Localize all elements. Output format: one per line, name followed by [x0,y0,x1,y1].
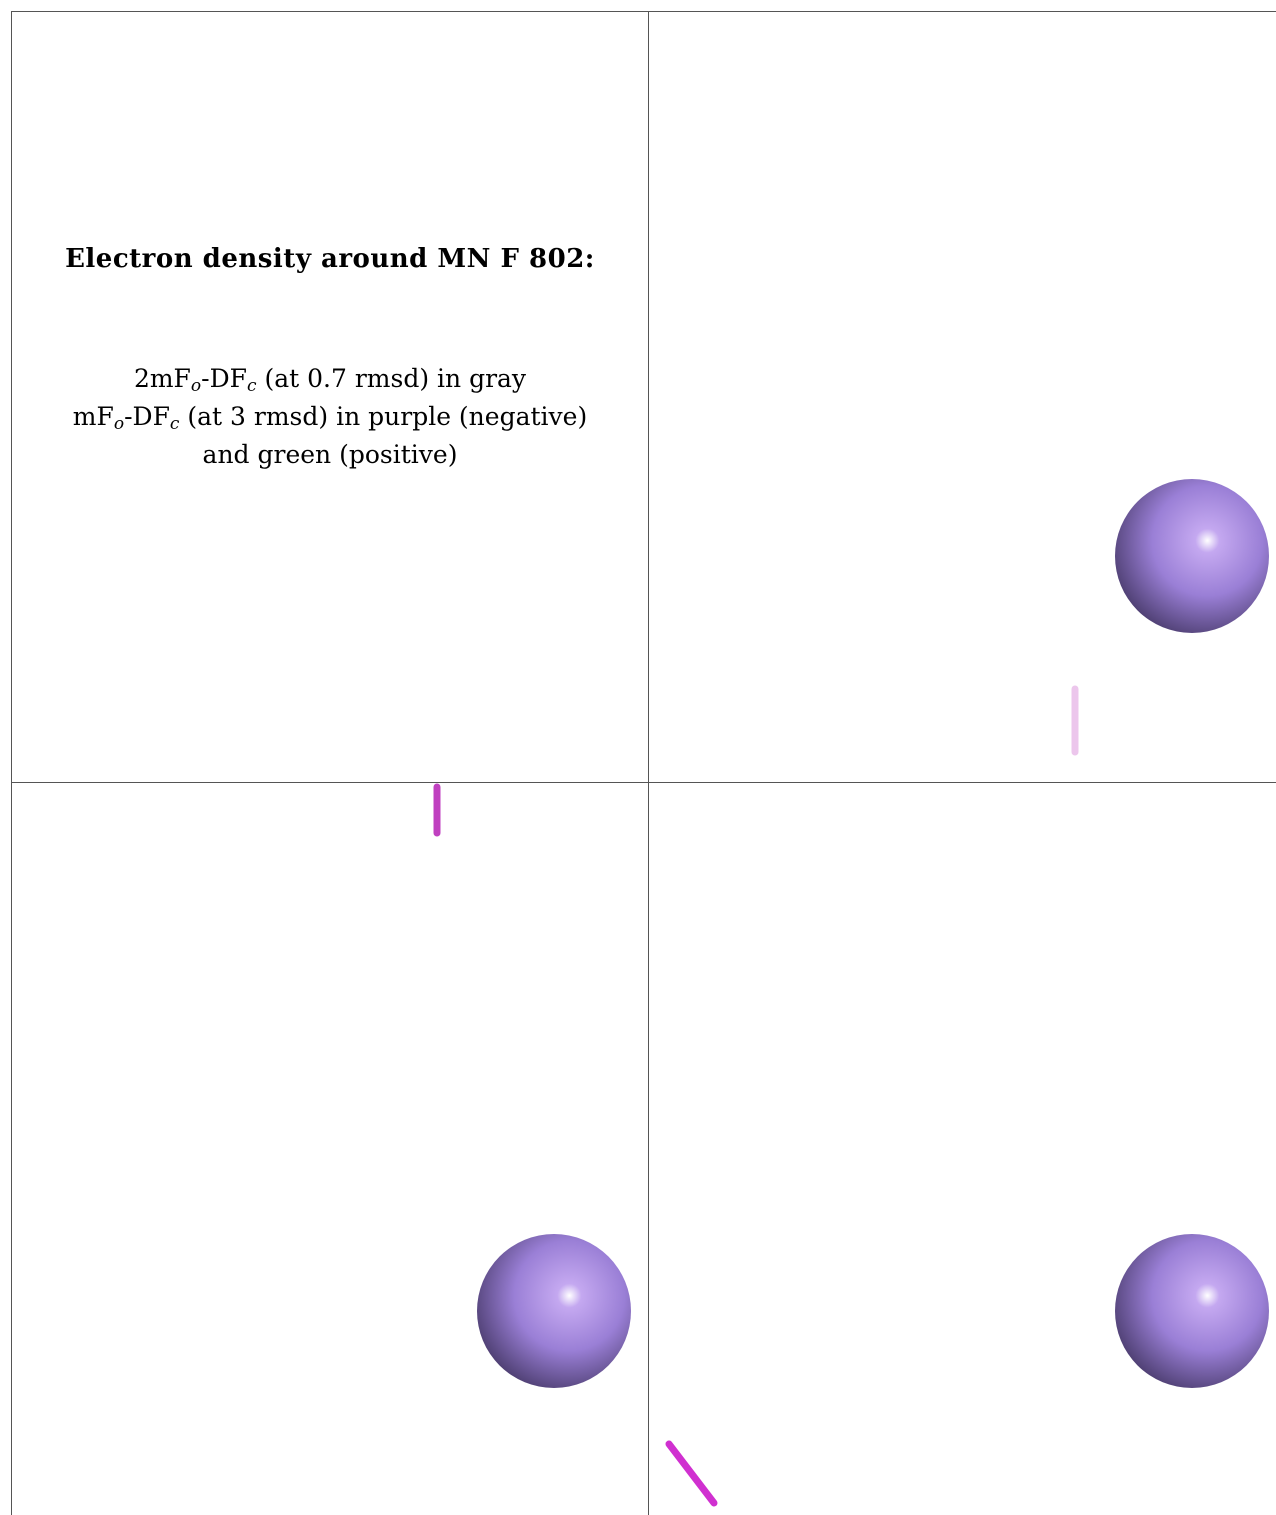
caption-line-1-subscript-c: c [247,376,257,396]
mn-atom-sphere [1115,1234,1269,1388]
caption-line-1-part-c: (at 0.7 rmsd) in gray [256,364,527,393]
view-panel-1 [650,12,1276,782]
caption-line-3: and green (positive) [202,440,458,469]
mn-atom-sphere [1115,479,1269,633]
view-panel-1-render [1071,479,1269,756]
view-panel-2-render [433,783,631,1388]
caption-line-1: 2mFo-DFc (at 0.7 rmsd) in gray [12,360,648,398]
caption-line-2-subscript-o: o [113,414,125,434]
caption-line-1-subscript-o: o [190,376,202,396]
border-left [11,11,12,1515]
caption-line-1-part-a: 2mF [133,364,191,393]
density-contour-negative [665,1440,718,1507]
divider-horizontal [11,782,1276,783]
caption-line-2-subscript-c: c [169,414,180,434]
caption-panel: Electron density around MN F 802: 2mFo-D… [12,12,648,782]
caption-line-2-part-a: mF [72,402,114,431]
caption-body: 2mFo-DFc (at 0.7 rmsd) in gray mFo-DFc (… [12,360,648,474]
caption-line-2: mFo-DFc (at 3 rmsd) in purple (negative) [12,398,648,436]
caption-line-2-part-b: -DF [124,402,170,431]
caption-line-1-part-b: -DF [201,364,247,393]
caption-line-2-part-c: (at 3 rmsd) in purple (negative) [179,402,588,431]
view-panel-3 [650,783,1276,1515]
view-panel-2 [12,783,648,1515]
divider-vertical [648,11,649,1515]
caption-title: Electron density around MN F 802: [65,244,595,274]
view-panel-3-render [665,1234,1269,1507]
mn-atom-sphere [477,1234,631,1388]
border-top [11,11,1276,12]
